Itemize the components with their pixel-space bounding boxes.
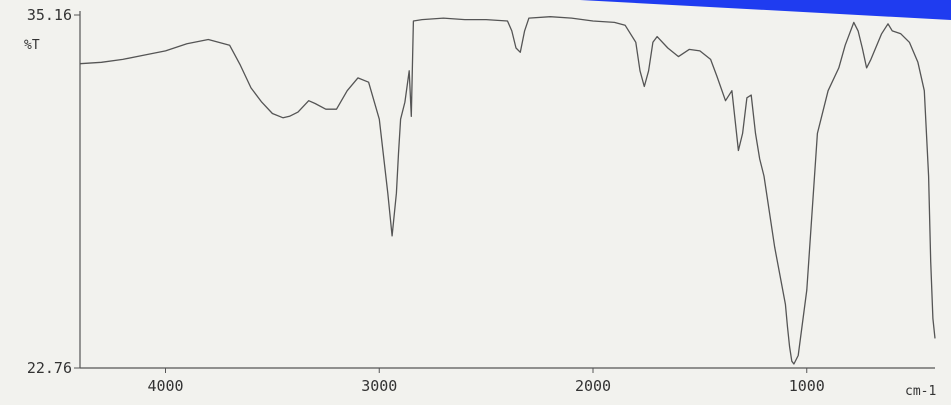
x-axis: 4000 3000 2000 1000 <box>147 368 825 395</box>
y-axis-label: %T <box>24 38 40 53</box>
x-tick-label: 1000 <box>789 377 825 395</box>
x-tick-label: 3000 <box>361 377 397 395</box>
y-axis: 35.16 22.76 <box>27 6 80 377</box>
x-tick-label: 4000 <box>147 377 183 395</box>
spectrum-line <box>79 16 936 365</box>
series-layer <box>79 16 936 365</box>
y-tick-label: 35.16 <box>27 6 72 24</box>
x-axis-label: cm-1 <box>905 384 936 399</box>
x-tick-label: 2000 <box>575 377 611 395</box>
y-tick-label: 22.76 <box>27 359 72 377</box>
plot-frame <box>79 11 935 369</box>
